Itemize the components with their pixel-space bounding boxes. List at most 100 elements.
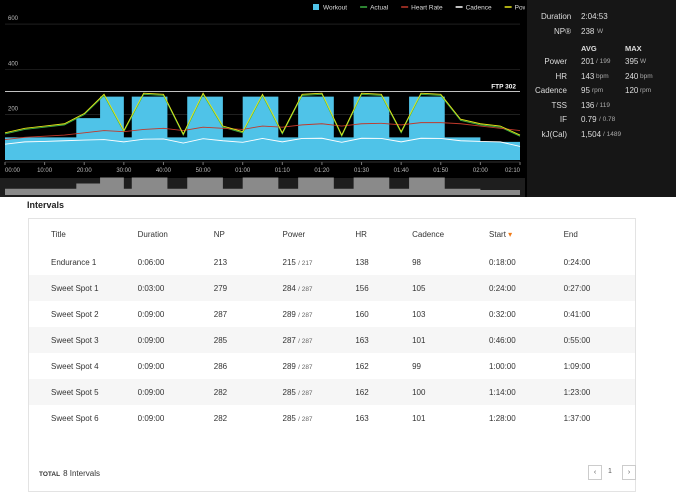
power-target: / 217 <box>298 259 313 267</box>
x-tick-label: 00:00 <box>5 168 21 174</box>
cell: 0:32:00 <box>489 309 516 319</box>
y-tick-label: 400 <box>8 61 19 67</box>
column-header[interactable]: Power <box>282 229 306 239</box>
cell: 99 <box>412 361 422 371</box>
x-tick-label: 02:10 <box>505 168 521 174</box>
table-row: Sweet Spot 3 0:09:00 285 287 / 287 163 101 0:4… <box>29 327 635 353</box>
cell: 279 <box>191 275 261 301</box>
page-number[interactable]: 1 <box>608 468 612 475</box>
table-row: Sweet Spot 2 0:09:00 287 289 / 287 160 103 0:3… <box>29 301 635 327</box>
total-count: 8 Intervals <box>63 469 100 478</box>
section-title: Intervals <box>27 200 65 210</box>
cell: 162 <box>333 379 391 405</box>
cell: Sweet Spot 2 <box>51 309 99 319</box>
x-tick-label: 01:30 <box>354 168 370 174</box>
stat-label: HR <box>555 71 567 81</box>
column-header[interactable]: Title <box>51 229 66 239</box>
cell: Sweet Spot 3 <box>29 327 116 353</box>
cell: 101 <box>412 413 426 423</box>
cell: Sweet Spot 6 <box>51 413 99 423</box>
stat-label: TSS <box>551 100 567 110</box>
column-header[interactable]: Duration <box>137 229 168 239</box>
stat-max-unit: W <box>640 58 647 65</box>
x-tick-label: 02:00 <box>473 168 489 174</box>
workout-area <box>5 96 520 160</box>
stat-max: 120 <box>625 86 639 95</box>
cell: 0:09:00 <box>137 309 165 319</box>
column-header[interactable]: Start <box>467 219 542 249</box>
col-header: AVG <box>581 44 597 53</box>
stat-label: kJ(Cal) <box>541 129 567 139</box>
stat-label: Cadence <box>534 86 567 95</box>
cell: Sweet Spot 5 <box>29 379 116 405</box>
cell: 1:09:00 <box>563 361 591 371</box>
cell: 0:09:00 <box>137 413 165 423</box>
stat-label: NP® <box>554 27 572 36</box>
cell: 0:41:00 <box>563 309 591 319</box>
power-target: / 287 <box>298 415 313 423</box>
power-value: 285 <box>282 387 296 397</box>
stat-avg: 1,504 <box>581 129 602 139</box>
power-target: / 287 <box>298 311 313 319</box>
cell: 162 <box>355 361 369 371</box>
stat-avg: 95 <box>581 86 590 95</box>
cell: 0:24:00 <box>563 257 591 267</box>
column-header[interactable]: Cadence <box>412 229 445 239</box>
legend-label: Heart Rate <box>411 5 443 12</box>
series-line <box>4 93 521 138</box>
cell: 0:18:00 <box>489 257 516 267</box>
table-row: Endurance 1 0:06:00 213 215 / 217 138 98 0:18:… <box>29 249 635 275</box>
cell: 1:28:00 <box>489 413 516 423</box>
cell: 0:46:00 <box>467 327 542 353</box>
stat-label: Power <box>544 57 567 66</box>
cell: 289 / 287 <box>261 301 334 327</box>
table-row: Sweet Spot 1 0:03:00 279 284 / 287 156 105 0:2… <box>29 275 635 301</box>
legend-label: Cadence <box>466 5 492 12</box>
stat-max-unit: rpm <box>640 87 652 94</box>
ftp-label: FTP 302 <box>491 84 516 91</box>
cell: 103 <box>412 309 426 319</box>
power-target: / 287 <box>298 337 313 345</box>
legend-label: Actual <box>370 5 389 12</box>
series-line <box>4 122 521 141</box>
cell: 215 / 217 <box>261 249 334 275</box>
cell: Endurance 1 <box>51 257 97 267</box>
stat-avg: 136 <box>581 100 595 110</box>
stat-max: 395 <box>625 57 639 66</box>
cell: 0:09:00 <box>115 327 192 353</box>
power-value: 287 <box>282 335 296 345</box>
table-row: Sweet Spot 5 0:09:00 282 285 / 287 162 100 1:1… <box>29 379 635 405</box>
column-header[interactable]: NP <box>213 229 225 239</box>
x-tick-label: 30:00 <box>116 168 132 174</box>
stat-label: IF <box>559 115 567 124</box>
cell: 282 <box>213 413 228 423</box>
cell: 1:14:00 <box>467 379 542 405</box>
cell: 286 <box>213 361 228 371</box>
legend-label: Power <box>515 5 525 12</box>
x-tick-label: 01:00 <box>235 168 251 174</box>
cell: 0:27:00 <box>541 275 635 301</box>
cell: 160 <box>355 309 369 319</box>
stat-avg-sub: / 119 <box>596 101 610 109</box>
y-tick-label: 600 <box>8 16 19 22</box>
col-header: MAX <box>625 44 642 53</box>
next-page[interactable]: › <box>622 465 636 480</box>
power-target: / 287 <box>298 285 313 293</box>
cell: 1:23:00 <box>541 379 635 405</box>
cell: 1:00:00 <box>489 361 516 371</box>
stat-value: 2:04:53 <box>581 12 608 21</box>
cell: 0:03:00 <box>115 275 192 301</box>
x-tick-label: 01:40 <box>394 168 410 174</box>
total-label: TOTAL <box>39 471 61 478</box>
column-header[interactable]: End <box>563 229 578 239</box>
stat-avg: 0.79 <box>581 115 597 124</box>
total: TOTAL 8 Intervals <box>39 469 100 478</box>
column-header[interactable]: HR <box>355 229 367 239</box>
stat-label: Duration <box>541 12 572 21</box>
cell: 285 <box>191 327 261 353</box>
chart-panel: 200 400 600 FTP 302 00:00 10:00 20:00 30:00 40:0… <box>0 0 676 197</box>
prev-page[interactable]: ‹ <box>588 465 602 480</box>
stat-avg-sub: / 1489 <box>603 130 622 138</box>
power-value: 215 <box>282 257 296 267</box>
